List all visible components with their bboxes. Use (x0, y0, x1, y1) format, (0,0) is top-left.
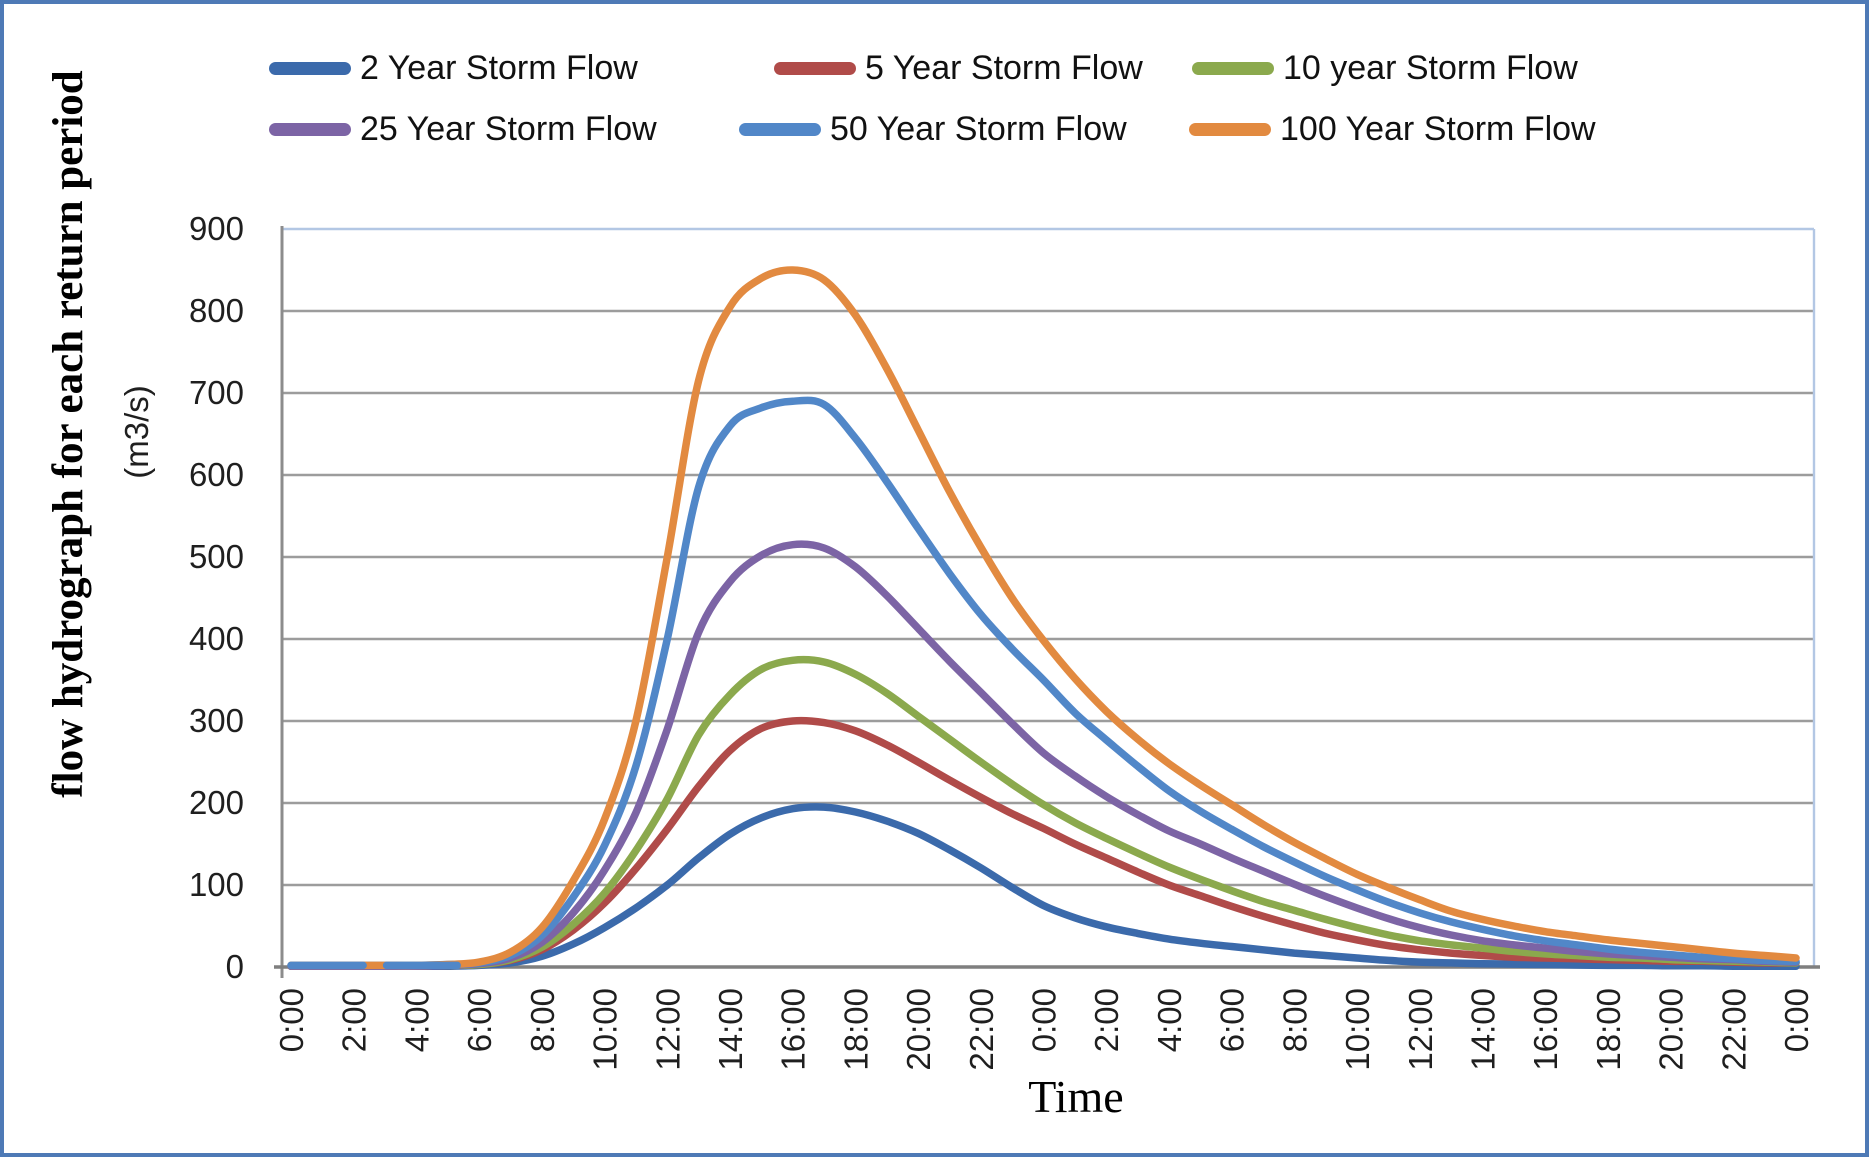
series-path-50-year-storm-flow (287, 396, 1800, 970)
y-tick-label: 200 (189, 784, 244, 821)
x-tick-label: 16:00 (775, 988, 812, 1071)
legend-line-swatch (739, 123, 821, 136)
x-tick-label: 20:00 (1653, 988, 1690, 1071)
x-tick-label: 14:00 (712, 988, 749, 1071)
x-tick-label: 4:00 (1151, 988, 1188, 1052)
legend-label: 2 Year Storm Flow (360, 49, 638, 87)
grid-layer (274, 226, 1820, 978)
x-tick-label: 4:00 (398, 988, 435, 1052)
legend-item[interactable]: 100 Year Storm Flow (1189, 110, 1596, 149)
legend-line-swatch (269, 123, 351, 136)
y-tick-label: 800 (189, 292, 244, 329)
y-tick-label: 0 (226, 948, 244, 985)
x-tick-label: 10:00 (1339, 988, 1376, 1071)
legend-label: 100 Year Storm Flow (1280, 110, 1596, 148)
x-tick-label: 22:00 (1715, 988, 1752, 1071)
x-tick-label: 0:00 (1026, 988, 1063, 1052)
legend-line-swatch (1192, 62, 1274, 75)
y-tick-label: 700 (189, 374, 244, 411)
series-layer (287, 266, 1800, 970)
x-tick-label: 22:00 (963, 988, 1000, 1071)
x-tick-label: 16:00 (1527, 988, 1564, 1071)
y-tick-label: 900 (189, 210, 244, 247)
x-tick-label: 6:00 (1214, 988, 1251, 1052)
legend-label: 25 Year Storm Flow (360, 110, 657, 148)
x-tick-label: 10:00 (587, 988, 624, 1071)
x-tick-label: 2:00 (1088, 988, 1125, 1052)
y-tick-label: 500 (189, 538, 244, 575)
legend-item[interactable]: 2 Year Storm Flow (269, 49, 638, 88)
series-path-100-year-storm-flow (287, 266, 1800, 970)
legend-item[interactable]: 50 Year Storm Flow (739, 110, 1127, 149)
y-axis-title: flow hydrograph for each return period (45, 70, 92, 797)
series-path-10-year-storm-flow (287, 655, 1800, 970)
x-tick-label: 0:00 (273, 988, 310, 1052)
legend-line-swatch (1189, 123, 1271, 136)
legend-label: 50 Year Storm Flow (830, 110, 1127, 148)
x-tick-label: 20:00 (900, 988, 937, 1071)
legend-item[interactable]: 5 Year Storm Flow (774, 49, 1143, 88)
x-tick-label: 12:00 (649, 988, 686, 1071)
x-tick-label: 6:00 (461, 988, 498, 1052)
y-tick-label: 300 (189, 702, 244, 739)
x-tick-label: 14:00 (1464, 988, 1501, 1071)
plot-area: 0 100 200 300 400 500 600 700 800 900 0:00 2:00 4:00… (45, 70, 1820, 1122)
legend-label: 10 year Storm Flow (1283, 49, 1578, 87)
x-tick-label: 18:00 (837, 988, 874, 1071)
x-tick-label: 18:00 (1590, 988, 1627, 1071)
x-tick-label: 2:00 (336, 988, 373, 1052)
legend-line-swatch (774, 62, 856, 75)
x-tick-label: 8:00 (524, 988, 561, 1052)
legend-item[interactable]: 10 year Storm Flow (1192, 49, 1578, 88)
y-tick-label: 600 (189, 456, 244, 493)
y-axis-unit-label: (m3/s) (118, 385, 155, 479)
chart-legend: 2 Year Storm Flow 5 Year Storm Flow 10 yea… (4, 4, 1865, 174)
x-tick-label: 8:00 (1276, 988, 1313, 1052)
x-tick-label: 0:00 (1778, 988, 1815, 1052)
y-tick-label: 100 (189, 866, 244, 903)
tick-label-layer: 0 100 200 300 400 500 600 700 800 900 0:00 2:00 4:00… (189, 210, 1815, 1071)
series-path-2-year-storm-flow (287, 803, 1800, 970)
x-axis-title: Time (1028, 1071, 1123, 1122)
x-tick-label: 12:00 (1402, 988, 1439, 1071)
series-path-25-year-storm-flow (287, 540, 1800, 970)
legend-line-swatch (269, 62, 351, 75)
legend-item[interactable]: 25 Year Storm Flow (269, 110, 657, 149)
legend-label: 5 Year Storm Flow (865, 49, 1143, 87)
y-tick-label: 400 (189, 620, 244, 657)
